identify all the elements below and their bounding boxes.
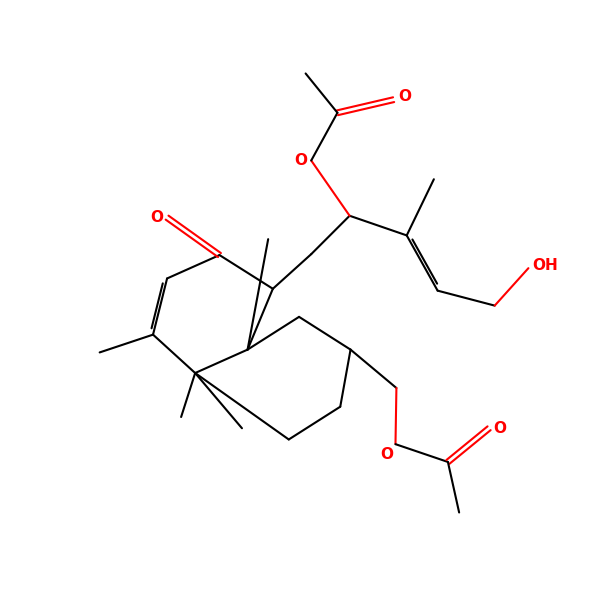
Text: O: O	[380, 447, 393, 462]
Text: O: O	[294, 153, 307, 168]
Text: OH: OH	[533, 258, 559, 273]
Text: O: O	[150, 210, 163, 225]
Text: O: O	[398, 89, 411, 104]
Text: O: O	[493, 421, 506, 436]
